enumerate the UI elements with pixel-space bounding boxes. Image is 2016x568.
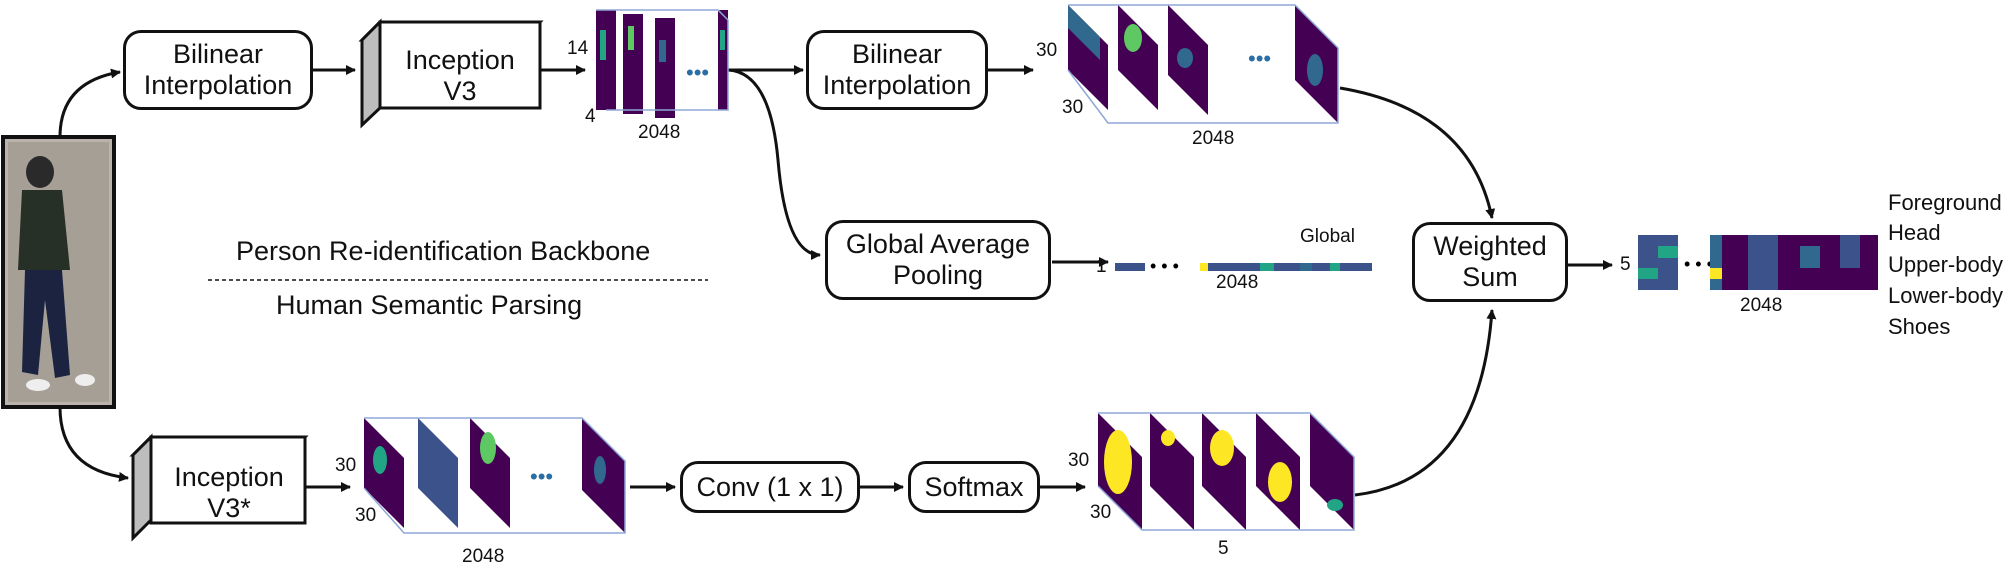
fm1-height-label: 14	[567, 38, 589, 59]
feature-map-stack-2: •••	[1067, 4, 1339, 124]
arrow-person-to-bilinear	[58, 68, 121, 138]
inception-v3-star-label: Inception V3*	[174, 462, 284, 523]
part-label-lower-body: Lower-body	[1888, 283, 2003, 308]
arrow-fm1-to-gap	[727, 68, 821, 260]
parsing-label: Human Semantic Parsing	[276, 290, 583, 320]
svg-text:• • •: • • •	[1684, 254, 1713, 274]
bilinear-interpolation-box-2: Bilinear Interpolation	[806, 30, 988, 110]
weighted-sum-box: Weighted Sum	[1412, 222, 1568, 302]
svg-text:•••: •••	[530, 464, 553, 489]
softmax-box: Softmax	[908, 461, 1040, 513]
fm2-width-label: 30	[1062, 97, 1084, 118]
fm3-height-label: 30	[335, 455, 357, 476]
fm1-channel-label: 2048	[638, 122, 681, 143]
fm3-width-label: 30	[355, 505, 377, 526]
inception-v3-star-cube	[129, 433, 309, 542]
part-label-foreground: Foreground	[1888, 190, 2002, 215]
inception-v3-label: Inception V3	[405, 45, 515, 106]
fm4-width-label: 30	[1090, 502, 1112, 523]
fm4-height-label: 30	[1068, 450, 1090, 471]
fm2-channel-label: 2048	[1192, 128, 1235, 149]
inception-v3-cube	[358, 18, 544, 129]
bilinear-interpolation-box-1: Bilinear Interpolation	[123, 30, 313, 110]
global-average-pooling-box: Global Average Pooling	[825, 220, 1051, 300]
part-label-head: Head	[1888, 220, 1941, 245]
global-rows-label: 1	[1096, 256, 1107, 277]
svg-text:•••: •••	[1248, 46, 1271, 71]
output-channel-label: 2048	[1740, 295, 1783, 316]
feature-map-stack-1: •••	[596, 9, 729, 118]
part-label-upper-body: Upper-body	[1888, 252, 2003, 277]
output-rows-label: 5	[1620, 254, 1631, 275]
feature-map-stack-3: •••	[363, 417, 626, 534]
global-feature-vector: • • •	[1115, 256, 1372, 276]
global-label: Global	[1300, 226, 1355, 247]
output-feature-matrix: • • •	[1638, 235, 1878, 290]
svg-text:• • •: • • •	[1150, 256, 1179, 276]
fm3-channel-label: 2048	[462, 546, 505, 567]
feature-map-stack-4	[1097, 412, 1355, 531]
arrow-fm4-to-weighted-sum	[1354, 309, 1497, 497]
backbone-label: Person Re-identification Backbone	[236, 236, 651, 266]
fm1-width-label: 4	[585, 106, 596, 127]
arrow-person-to-inception-star	[58, 406, 129, 482]
conv-1x1-box: Conv (1 x 1)	[680, 461, 860, 513]
global-channel-label: 2048	[1216, 272, 1259, 293]
fm2-height-label: 30	[1036, 40, 1058, 61]
arrow-fm2-to-weighted-sum	[1339, 86, 1496, 219]
svg-text:•••: •••	[686, 60, 709, 85]
fm4-channel-label: 5	[1218, 538, 1229, 559]
person-image	[1, 135, 116, 409]
part-label-shoes: Shoes	[1888, 314, 1951, 339]
